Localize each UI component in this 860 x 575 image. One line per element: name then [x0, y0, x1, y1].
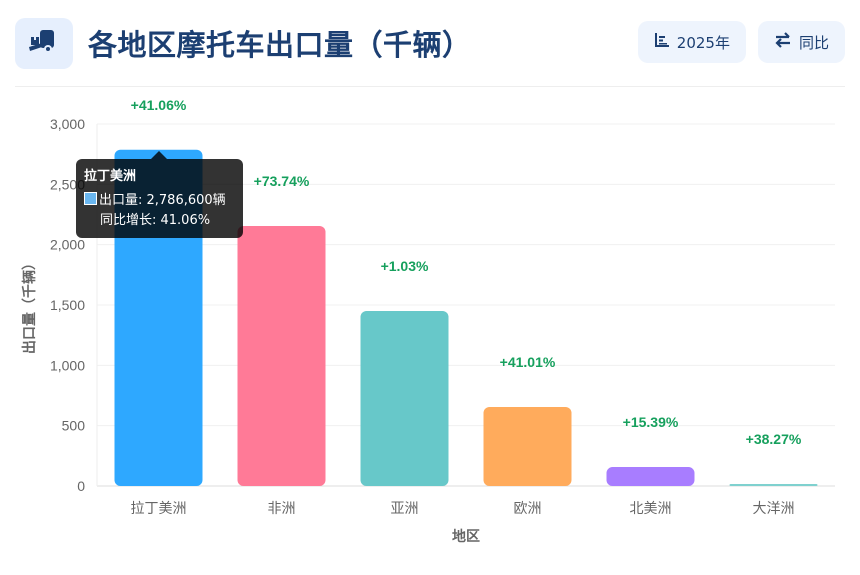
tooltip-title: 拉丁美洲: [84, 169, 137, 184]
year-label: 2025年: [676, 33, 730, 52]
swap-arrows-icon: [774, 32, 792, 52]
page-title: 各地区摩托车出口量（千辆）: [88, 28, 472, 62]
x-tick-label: 亚洲: [391, 501, 419, 517]
tooltip-growth-value: 同比增长: 41.06%: [100, 212, 211, 228]
bar-5[interactable]: [729, 484, 818, 486]
header-divider: [15, 86, 845, 87]
chart-tooltip: 拉丁美洲 出口量: 2,786,600辆 同比增长: 41.06%: [76, 151, 243, 238]
growth-label: +15.39%: [623, 414, 679, 430]
series-swatch: [84, 191, 97, 205]
y-tick-label: 0: [77, 478, 85, 494]
growth-label: +41.01%: [500, 354, 556, 370]
y-axis-title: 出口量（千辆）: [21, 256, 38, 354]
growth-label: +1.03%: [381, 258, 429, 274]
growth-label: +41.06%: [131, 97, 187, 113]
x-axis-title: 地区: [452, 528, 480, 545]
x-tick-label: 拉丁美洲: [131, 501, 187, 517]
x-tick-label: 北美洲: [630, 501, 672, 517]
y-tick-label: 1,500: [50, 297, 85, 313]
year-select-button[interactable]: 2025年: [637, 21, 746, 63]
y-tick-label: 500: [62, 418, 86, 434]
y-tick-label: 3,000: [50, 116, 85, 132]
x-tick-label: 大洋洲: [753, 501, 795, 517]
yoy-toggle-button[interactable]: 同比: [757, 21, 845, 63]
bar-chart-icon: [654, 32, 670, 52]
forklift-icon: [15, 17, 73, 69]
tooltip-export-value: 出口量: 2,786,600辆: [99, 192, 226, 208]
bar-3[interactable]: [483, 406, 572, 486]
yoy-label: 同比: [798, 33, 829, 52]
y-tick-label: 1,000: [50, 357, 85, 373]
y-tick-label: 2,000: [50, 237, 85, 253]
bar-1[interactable]: [237, 225, 326, 487]
bar-2[interactable]: [360, 311, 449, 486]
header: 各地区摩托车出口量（千辆） 2025年 同比: [15, 15, 845, 71]
x-tick-label: 非洲: [268, 501, 296, 517]
growth-label: +38.27%: [746, 431, 802, 447]
bar-4[interactable]: [606, 467, 695, 486]
growth-label: +73.74%: [254, 173, 310, 189]
x-tick-label: 欧洲: [514, 501, 542, 517]
